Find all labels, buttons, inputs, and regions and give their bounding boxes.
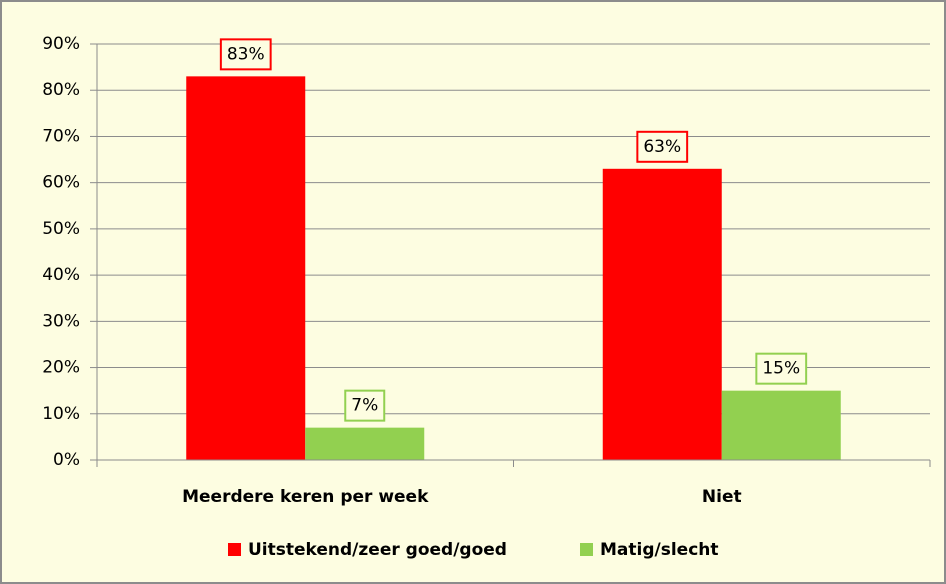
legend-label: Matig/slecht [600, 540, 719, 560]
x-tick-label: Meerdere keren per week [182, 487, 429, 507]
data-label-box [219, 38, 272, 71]
y-tick-label: 40% [42, 265, 80, 285]
x-tick-label: Niet [702, 487, 742, 507]
legend-label: Uitstekend/zeer goed/goed [248, 540, 507, 560]
y-tick-label: 30% [42, 311, 80, 331]
y-tick-label: 90% [42, 34, 80, 54]
data-label: 7% [351, 396, 378, 416]
legend-swatch [228, 543, 241, 556]
bar [602, 168, 722, 461]
y-tick-label: 10% [42, 404, 80, 424]
y-tick-label: 50% [42, 219, 80, 239]
legend-swatch [580, 543, 593, 556]
data-label: 63% [643, 137, 681, 157]
y-tick-label: 60% [42, 173, 80, 193]
y-tick-label: 70% [42, 126, 80, 146]
y-tick-label: 20% [42, 358, 80, 378]
data-label-box [344, 389, 386, 422]
data-label-box [755, 352, 808, 385]
bar [305, 427, 425, 460]
y-tick-label: 0% [53, 450, 80, 470]
data-label-box [636, 130, 689, 163]
y-tick-label: 80% [42, 80, 80, 100]
bar [186, 76, 306, 460]
data-label: 15% [762, 359, 800, 379]
data-label: 83% [227, 44, 265, 64]
bar [721, 390, 841, 460]
